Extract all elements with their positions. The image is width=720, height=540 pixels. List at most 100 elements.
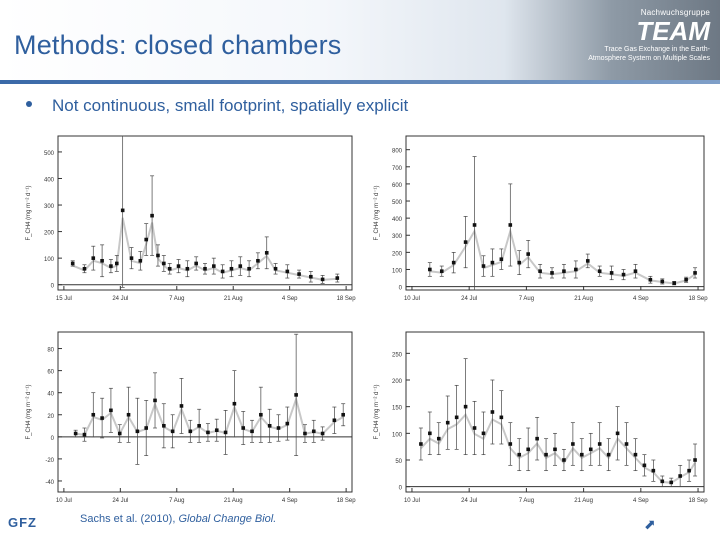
data-point [621,272,626,277]
data-point [232,401,237,406]
x-tick-label: 10 Jul [404,498,420,504]
data-point [580,452,584,457]
y-tick-label: -40 [45,480,54,486]
data-point [259,412,263,417]
data-point [138,258,143,263]
data-point [82,432,87,437]
y-tick-label: 600 [392,183,403,189]
data-point [341,412,345,417]
data-point [693,271,697,275]
y-tick-label: 200 [44,231,55,237]
data-point [241,426,246,430]
data-point [167,266,172,271]
x-tick-label: 24 Jul [461,296,477,302]
y-tick-label: 80 [47,348,54,354]
x-tick-label: 21 Aug [224,296,243,302]
y-tick-label: 700 [392,166,403,172]
data-point [687,468,691,473]
data-point [206,430,210,435]
data-point [562,269,566,273]
data-point [220,269,225,274]
data-point [70,261,75,266]
x-tick-label: 7 Aug [519,498,534,504]
y-tick-label: 0 [51,284,55,290]
y-tick-label: 100 [392,268,403,274]
y-tick-label: 500 [392,200,403,206]
data-point [585,259,590,263]
brand-small: Nachwuchsgruppe [640,8,710,17]
data-point [445,420,450,425]
data-point [684,277,688,282]
data-point [419,442,423,446]
data-point [120,208,125,213]
y-tick-label: 200 [392,251,403,257]
data-point [82,266,87,271]
data-point [609,271,614,275]
data-point [597,442,602,446]
x-tick-label: 4 Sep [282,498,298,504]
footer-mark-icon: ⬈ [644,516,656,532]
data-point [463,404,468,409]
data-point [669,480,674,485]
data-point [660,479,665,484]
y-tick-label: 0 [399,286,403,292]
plot-frame [57,331,353,493]
x-tick-label: 18 Sep [337,296,357,302]
data-point [115,261,119,266]
data-point [194,261,198,266]
data-point [517,452,522,457]
y-tick-label: -20 [45,458,54,464]
data-point [285,269,290,274]
data-point [176,264,181,268]
y-tick-label: 20 [47,414,54,420]
data-point [153,398,157,403]
data-point [156,253,160,258]
y-tick-label: 300 [44,204,55,210]
plot-frame [405,135,705,291]
x-tick-label: 21 Aug [224,498,243,504]
data-point [135,429,140,434]
data-point [538,269,542,273]
data-point [238,264,243,268]
x-tick-label: 21 Aug [574,296,593,302]
data-point [660,279,665,284]
data-point [297,272,301,276]
data-point [526,447,530,452]
data-point [320,431,325,436]
plot-frame [405,331,705,493]
data-point [472,426,477,430]
y-tick-label: 50 [395,459,402,465]
x-tick-label: 7 Aug [169,296,184,302]
data-point [276,426,281,430]
data-point [109,264,113,268]
data-point [606,452,611,457]
y-tick-label: 400 [392,217,403,223]
y-tick-label: 0 [399,486,403,492]
brand-block: Nachwuchsgruppe TEAM Trace Gas Exchange … [540,8,710,78]
x-tick-label: 24 Jul [112,296,128,302]
y-tick-label: 400 [44,177,55,183]
data-point [250,429,254,434]
data-point [311,429,316,434]
data-point [472,223,477,227]
data-point [508,223,513,227]
y-tick-label: 150 [392,406,403,412]
chart-panel-top-right: 0 100 200 300 400 500 600 700 800 10 Jul 24 Jul 7 A… [374,135,708,302]
x-tick-label: 24 Jul [461,498,477,504]
brand-line-1: Trace Gas Exchange in the Earth- [604,46,710,53]
data-point [247,266,251,271]
data-point [693,458,697,462]
data-point [454,415,459,420]
data-point [170,429,175,434]
data-point [481,431,486,436]
y-tick-label: 100 [392,432,403,438]
data-point [229,266,234,271]
y-axis-label: F_CH4 (mg m⁻² d⁻¹) [374,185,380,240]
y-axis-label: F_CH4 (mg m⁻² d⁻¹) [26,384,32,439]
data-point [550,271,554,275]
data-point [499,415,504,420]
y-axis-label: F_CH4 (mg m⁻² d⁻¹) [26,185,32,240]
data-point [144,237,148,242]
y-tick-label: 200 [392,379,403,385]
data-point [335,276,340,280]
